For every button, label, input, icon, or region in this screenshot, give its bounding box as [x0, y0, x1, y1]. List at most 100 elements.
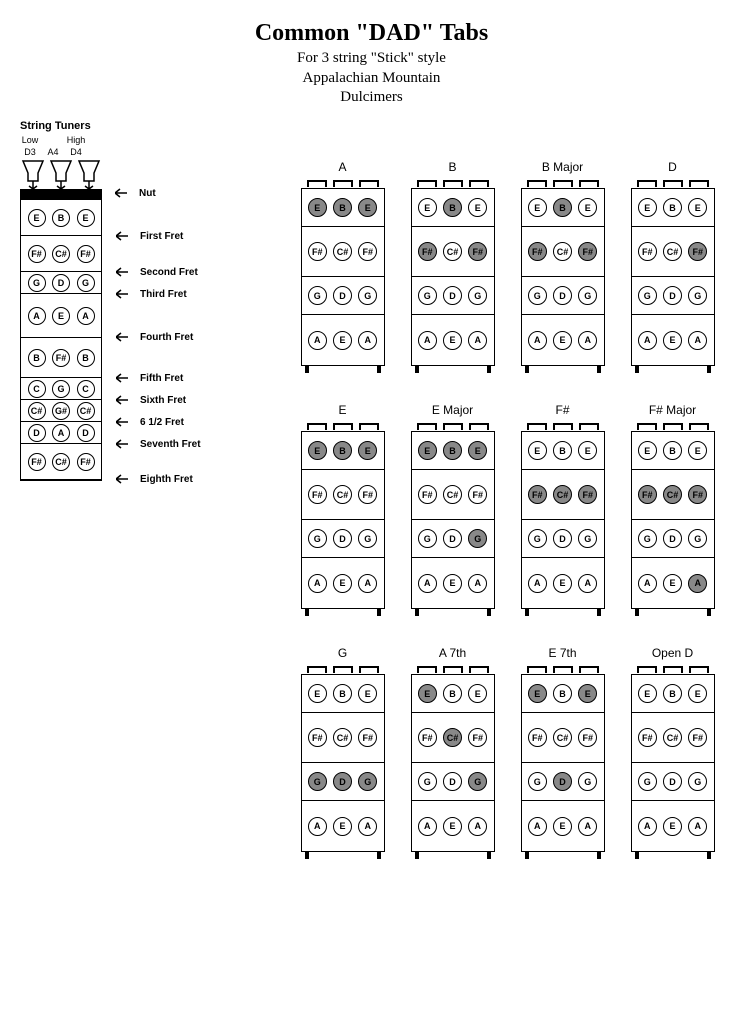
chord-nut: [521, 666, 605, 673]
chord-note: E: [333, 817, 352, 836]
chord-fret: GDG: [522, 763, 604, 801]
chord-diagram: G EBEF#C#F#GDGAEA: [295, 646, 390, 859]
chord-note: F#: [418, 242, 437, 261]
chord-fret: GDG: [522, 277, 604, 315]
tuner-label: [43, 135, 63, 145]
chord-fret: AEA: [302, 801, 384, 851]
note-circle: A: [52, 424, 70, 442]
chord-note: A: [688, 331, 707, 350]
chord-note: A: [358, 574, 377, 593]
fret-label: First Fret: [116, 230, 183, 242]
note-circle: D: [28, 424, 46, 442]
chord-nut: [411, 666, 495, 673]
chord-fret: AEA: [632, 315, 714, 365]
chord-note: G: [528, 529, 547, 548]
chord-note: B: [553, 684, 572, 703]
note-circle: C#: [77, 402, 95, 420]
tuner-peg-icon: [76, 159, 102, 189]
chord-note: D: [443, 286, 462, 305]
chord-note: D: [663, 529, 682, 548]
chord-note: E: [443, 574, 462, 593]
chord-note: D: [663, 772, 682, 791]
chord-nut: [631, 180, 715, 187]
tuners-heading: String Tuners: [20, 120, 102, 132]
chord-note: B: [553, 441, 572, 460]
chord-neck: EBEF#C#F#GDGAEA: [631, 188, 715, 366]
chord-fret: EBE: [522, 675, 604, 713]
chord-note: A: [418, 331, 437, 350]
chord-note: A: [468, 331, 487, 350]
note-circle: C: [77, 380, 95, 398]
chord-note: C#: [553, 728, 572, 747]
page-subtitle: For 3 string "Stick" styleAppalachian Mo…: [0, 49, 743, 108]
chord-neck: EBEF#C#F#GDGAEA: [411, 188, 495, 366]
chord-note: A: [638, 817, 657, 836]
chord-fret: EBE: [632, 189, 714, 227]
tuner-label: A4: [43, 147, 63, 157]
chord-diagram: D EBEF#C#F#GDGAEA: [625, 160, 720, 373]
chord-feet: [301, 366, 385, 373]
chord-note: C#: [443, 728, 462, 747]
note-circle: C#: [52, 453, 70, 471]
chord-note: C#: [333, 485, 352, 504]
chord-diagram: A 7th EBEF#C#F#GDGAEA: [405, 646, 500, 859]
note-circle: G#: [52, 402, 70, 420]
note-circle: C#: [28, 402, 46, 420]
chord-name: E Major: [405, 403, 500, 417]
chord-neck: EBEF#C#F#GDGAEA: [301, 674, 385, 852]
chord-note: A: [578, 331, 597, 350]
chord-feet: [411, 366, 495, 373]
chord-feet: [301, 609, 385, 616]
chord-fret: GDG: [302, 763, 384, 801]
chord-note: E: [638, 441, 657, 460]
chord-note: A: [688, 817, 707, 836]
chord-note: B: [553, 198, 572, 217]
chord-note: E: [638, 198, 657, 217]
note-circle: D: [52, 274, 70, 292]
chord-name: E 7th: [515, 646, 610, 660]
chord-name: D: [625, 160, 720, 174]
chord-note: D: [553, 286, 572, 305]
chord-fret: AEA: [412, 801, 494, 851]
chord-note: G: [308, 286, 327, 305]
chord-note: F#: [638, 728, 657, 747]
chord-note: G: [418, 529, 437, 548]
chord-note: C#: [553, 485, 572, 504]
chord-note: F#: [638, 242, 657, 261]
chord-neck: EBEF#C#F#GDGAEA: [301, 431, 385, 609]
chord-note: A: [578, 574, 597, 593]
chord-note: F#: [308, 242, 327, 261]
tuner-pegs: [20, 159, 102, 189]
chord-note: A: [308, 817, 327, 836]
tuner-label: D4: [66, 147, 86, 157]
chord-fret: F#C#F#: [632, 713, 714, 763]
chord-note: E: [578, 441, 597, 460]
reference-fret: F#C#F# Seventh Fret Eighth Fret: [21, 444, 101, 480]
chord-fret: EBE: [632, 675, 714, 713]
chord-note: G: [688, 772, 707, 791]
chord-fret: EBE: [302, 675, 384, 713]
chord-fret: EBE: [302, 189, 384, 227]
chord-note: C#: [333, 728, 352, 747]
chord-note: E: [418, 684, 437, 703]
chord-note: B: [443, 441, 462, 460]
chord-fret: F#C#F#: [412, 713, 494, 763]
chord-note: A: [308, 574, 327, 593]
chord-note: B: [663, 441, 682, 460]
chord-feet: [411, 609, 495, 616]
chord-fret: F#C#F#: [302, 470, 384, 520]
chord-nut: [411, 180, 495, 187]
chord-note: F#: [468, 242, 487, 261]
chord-note: B: [333, 684, 352, 703]
chord-note: A: [418, 574, 437, 593]
chord-note: D: [553, 772, 572, 791]
chord-diagram: Open D EBEF#C#F#GDGAEA: [625, 646, 720, 859]
chord-note: G: [308, 529, 327, 548]
chord-note: G: [468, 529, 487, 548]
chord-note: F#: [468, 485, 487, 504]
chord-feet: [521, 852, 605, 859]
chord-fret: GDG: [632, 277, 714, 315]
chord-note: G: [468, 772, 487, 791]
chord-note: F#: [528, 242, 547, 261]
chord-note: A: [638, 574, 657, 593]
